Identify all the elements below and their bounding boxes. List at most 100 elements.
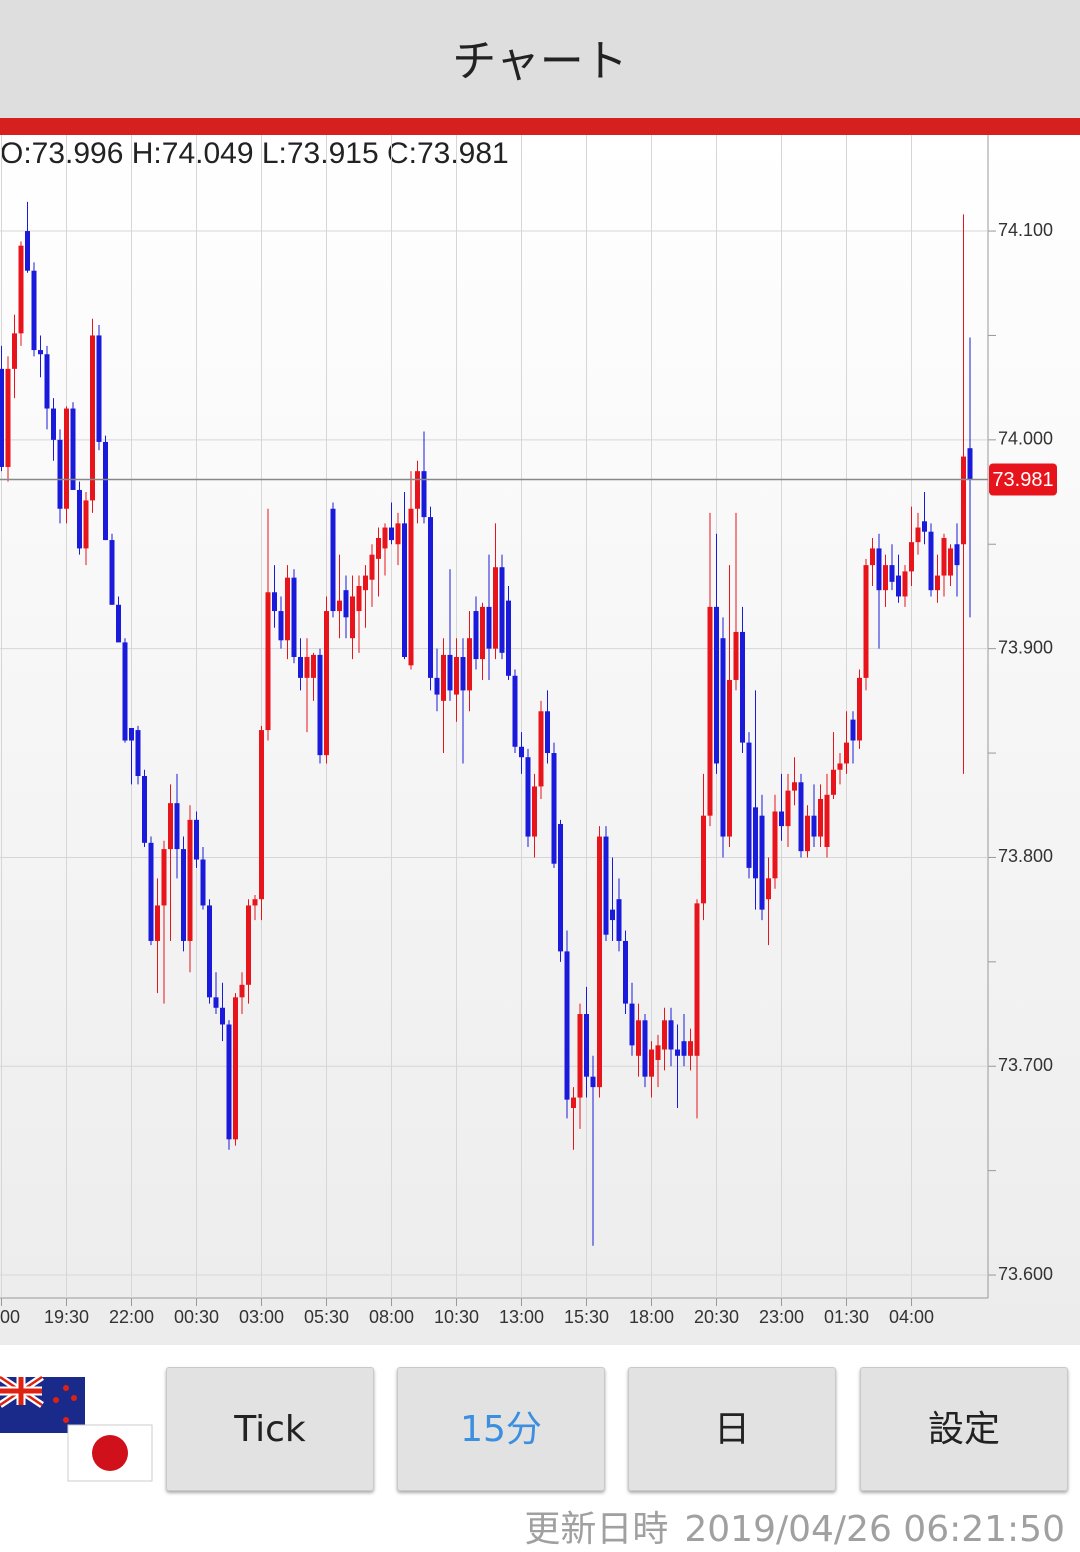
candle-body xyxy=(259,730,264,900)
candle-body xyxy=(818,798,823,837)
candle-body xyxy=(395,523,401,545)
candle-body xyxy=(863,565,869,678)
candle-body xyxy=(603,836,609,935)
day-button[interactable]: 日 xyxy=(628,1367,836,1491)
candle-body xyxy=(109,540,115,605)
candle-body xyxy=(181,849,186,941)
candle-body xyxy=(876,548,882,591)
candle-body xyxy=(447,654,453,691)
candle-body xyxy=(337,600,342,612)
candle-body xyxy=(480,606,485,660)
candle-body xyxy=(902,571,908,597)
header-title: チャート xyxy=(452,36,628,87)
candle-body xyxy=(12,333,17,369)
header: チャート xyxy=(0,0,1080,118)
tick-button[interactable]: Tick xyxy=(166,1367,374,1491)
candle-body xyxy=(239,984,245,998)
candle-body xyxy=(194,819,199,860)
candle-body xyxy=(246,905,251,985)
candle-body xyxy=(291,577,297,657)
candle-body xyxy=(948,548,953,576)
settings-button[interactable]: 設定 xyxy=(860,1367,1068,1491)
candle-body xyxy=(252,899,258,906)
interval-button[interactable]: 15分 xyxy=(397,1367,605,1491)
candle-body xyxy=(584,1014,589,1077)
y-tick-label: 73.600 xyxy=(998,1264,1053,1284)
flag-star xyxy=(53,1397,59,1403)
candle-body xyxy=(577,1014,583,1098)
candle-body xyxy=(324,611,329,756)
candle-body xyxy=(870,548,875,566)
chart: O:73.996 H:74.049 L:73.915 C:73.981 00 19… xyxy=(0,135,1080,1345)
candle-body xyxy=(460,656,466,691)
candle-body xyxy=(525,757,531,837)
y-tick-label: 73.700 xyxy=(998,1055,1053,1075)
candle-body xyxy=(90,335,95,501)
candle-body xyxy=(597,836,602,1088)
accent-bar xyxy=(0,118,1080,135)
candle-body xyxy=(161,849,167,906)
candle-body xyxy=(688,1041,693,1056)
x-tick-label: 13:00 xyxy=(499,1307,544,1327)
x-tick-label: 18:00 xyxy=(629,1307,674,1327)
candle-body xyxy=(408,508,414,666)
candle-body xyxy=(77,489,82,549)
candle-body xyxy=(226,1024,232,1140)
candle-body xyxy=(96,335,102,442)
candle-body xyxy=(148,842,154,941)
candle-body xyxy=(5,368,11,467)
candle-body xyxy=(616,899,622,941)
candle-body xyxy=(811,815,817,837)
x-tick-label: 22:00 xyxy=(109,1307,154,1327)
candle-body xyxy=(298,656,303,678)
candle-body xyxy=(844,742,849,764)
candle-body xyxy=(220,1007,225,1025)
candle-body xyxy=(213,997,219,1008)
x-tick-label: 00:30 xyxy=(174,1307,219,1327)
candle-body xyxy=(64,408,69,509)
candle-body xyxy=(779,811,784,827)
candle-body xyxy=(954,544,960,566)
last-price-label: 73.981 xyxy=(992,469,1053,491)
candle-body xyxy=(434,677,440,695)
candle-body xyxy=(896,575,901,597)
candle-body xyxy=(493,567,498,649)
candle-body xyxy=(278,611,284,641)
candle-body xyxy=(824,794,830,847)
candle-body xyxy=(428,517,433,678)
candle-body xyxy=(135,730,141,777)
candle-body xyxy=(473,611,479,660)
candle-body xyxy=(421,471,427,518)
candle-body xyxy=(57,439,63,509)
candle-body xyxy=(655,1045,661,1060)
candle-body xyxy=(558,824,563,952)
candle-body xyxy=(441,654,446,701)
candle-body xyxy=(155,905,160,941)
candle-body xyxy=(623,940,628,1004)
candle-body xyxy=(701,815,706,904)
y-tick-label: 74.100 xyxy=(998,220,1053,240)
candle-body xyxy=(83,500,89,549)
candle-body xyxy=(25,231,30,271)
candle-body xyxy=(486,606,492,649)
candle-body xyxy=(304,656,310,678)
y-tick-label: 73.900 xyxy=(998,637,1053,657)
candle-body xyxy=(675,1049,680,1056)
candle-body xyxy=(38,350,43,355)
candle-body xyxy=(545,711,550,754)
candle-body xyxy=(382,527,388,549)
x-tick-label: 00 xyxy=(0,1307,20,1327)
candle-body xyxy=(889,565,895,582)
candle-body xyxy=(538,711,544,787)
candle-body xyxy=(967,448,973,480)
candle-body xyxy=(766,878,771,900)
candle-body xyxy=(454,656,459,695)
candle-body xyxy=(343,590,349,618)
candle-body xyxy=(532,786,537,837)
candle-body xyxy=(837,763,843,770)
candle-body xyxy=(233,997,238,1140)
candle-body xyxy=(356,586,362,612)
x-tick-label: 05:30 xyxy=(304,1307,349,1327)
candle-body xyxy=(707,606,713,816)
candle-body xyxy=(629,1003,635,1046)
